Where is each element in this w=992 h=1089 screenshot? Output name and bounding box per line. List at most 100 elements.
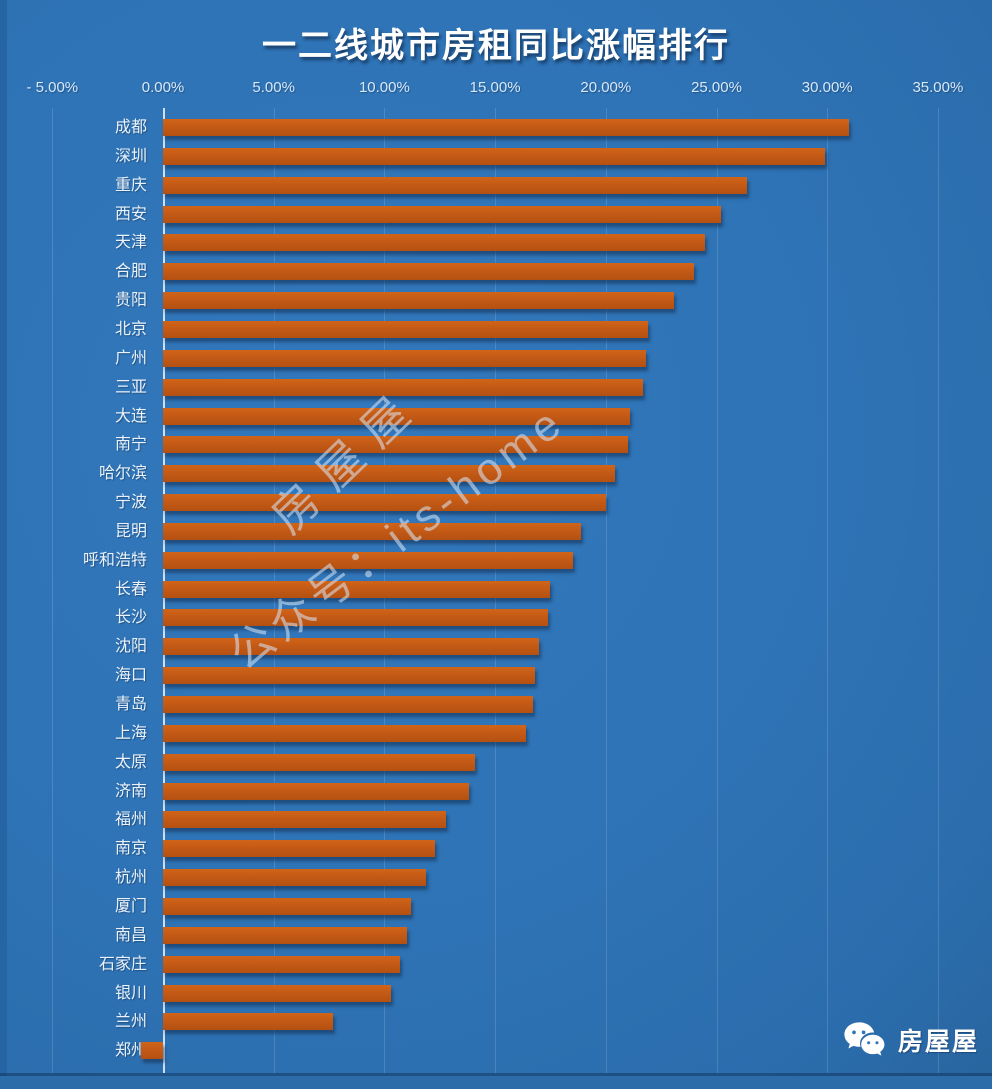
bar-row: 石家庄 — [0, 955, 992, 985]
category-label: 上海 — [114, 724, 147, 742]
bar-row: 广州 — [0, 349, 992, 379]
category-label: 呼和浩特 — [82, 551, 147, 569]
bar — [163, 234, 706, 252]
gridline — [605, 108, 607, 1073]
category-label: 济南 — [114, 782, 147, 800]
category-label: 太原 — [114, 753, 147, 771]
bar — [163, 176, 748, 194]
bar-row: 南京 — [0, 840, 992, 869]
bar — [163, 609, 549, 627]
bar — [163, 1013, 334, 1031]
bar — [163, 378, 644, 396]
gridline — [827, 108, 829, 1073]
category-label: 石家庄 — [98, 955, 147, 973]
category-label: 成都 — [114, 119, 147, 136]
category-label: 昆明 — [114, 522, 147, 540]
category-label: 宁波 — [114, 494, 147, 512]
plot-area: 成都深圳重庆西安天津合肥贵阳北京广州三亚大连南宁哈尔滨宁波昆明呼和浩特长春长沙沈… — [0, 108, 992, 1073]
x-axis-tick: 15.00% — [469, 79, 521, 96]
bar — [163, 696, 533, 713]
x-axis-tick: 30.00% — [801, 79, 853, 96]
bar — [163, 436, 628, 454]
wechat-icon — [844, 1022, 885, 1056]
bar — [163, 205, 721, 223]
bar-row: 青岛 — [0, 696, 992, 725]
bar — [163, 292, 675, 310]
bar-row: 杭州 — [0, 869, 992, 898]
category-label: 三亚 — [114, 378, 147, 396]
bar-row: 南宁 — [0, 436, 992, 465]
bar — [163, 897, 411, 915]
category-label: 长春 — [114, 580, 147, 598]
bar-row: 济南 — [0, 782, 992, 812]
category-label: 重庆 — [114, 176, 147, 194]
bar — [163, 724, 527, 742]
bar-row: 太原 — [0, 753, 992, 783]
x-axis: - 5.00% 0.00% 5.00% 10.00% 15.00% 20.00% 25.00… — [0, 79, 992, 99]
bar-row: 北京 — [0, 320, 992, 350]
bar-row: 深圳 — [0, 147, 992, 177]
bar — [163, 667, 535, 685]
x-axis-tick: 0.00% — [141, 79, 185, 96]
bar-row: 西安 — [0, 205, 992, 235]
category-label: 广州 — [114, 349, 147, 367]
bar-row: 三亚 — [0, 378, 992, 408]
category-label: 青岛 — [114, 696, 147, 713]
category-label: 南昌 — [114, 926, 147, 944]
bar — [163, 840, 436, 858]
bar — [163, 753, 476, 771]
category-label: 大连 — [114, 407, 147, 425]
bar — [163, 349, 646, 367]
x-axis-tick: 35.00% — [912, 79, 964, 96]
category-label: 天津 — [114, 234, 147, 252]
footer-logo-label: 房屋屋 — [898, 1028, 980, 1056]
bar — [163, 320, 648, 338]
category-label: 贵阳 — [114, 292, 147, 310]
bar-row: 上海 — [0, 724, 992, 754]
category-label: 沈阳 — [114, 638, 147, 656]
bar-row: 银川 — [0, 984, 992, 1014]
category-label: 福州 — [114, 811, 147, 829]
bar — [163, 263, 695, 281]
category-label: 深圳 — [114, 147, 147, 165]
bar-row: 宁波 — [0, 494, 992, 523]
bar-row: 郑州 — [0, 1042, 992, 1071]
bar-row: 海口 — [0, 667, 992, 696]
category-label: 南京 — [114, 840, 147, 858]
left-edge-strip — [0, 0, 7, 1089]
bar — [163, 782, 469, 800]
bar-row: 厦门 — [0, 897, 992, 927]
bar — [163, 984, 392, 1002]
category-label: 长沙 — [114, 609, 147, 627]
bar — [163, 407, 631, 425]
category-label: 合肥 — [114, 263, 147, 281]
gridline — [716, 108, 718, 1073]
bar-row: 天津 — [0, 234, 992, 263]
bar-row: 兰州 — [0, 1013, 992, 1042]
category-label: 哈尔滨 — [98, 465, 147, 483]
x-axis-tick: 25.00% — [691, 79, 742, 96]
bar-row: 成都 — [0, 119, 992, 148]
bar-row: 重庆 — [0, 176, 992, 206]
x-axis-tick: 20.00% — [580, 79, 632, 96]
bar-row: 哈尔滨 — [0, 465, 992, 494]
bar-row: 合肥 — [0, 263, 992, 292]
category-label: 南宁 — [114, 436, 147, 454]
bar-row: 长沙 — [0, 609, 992, 638]
x-axis-tick: 10.00% — [358, 79, 410, 96]
category-label: 西安 — [114, 205, 147, 223]
page-title: 一二线城市房租同比涨幅排行 — [262, 27, 730, 65]
bar — [163, 955, 400, 973]
gridline — [937, 108, 939, 1073]
bar — [163, 580, 551, 598]
category-label: 厦门 — [114, 897, 147, 915]
bar — [163, 494, 606, 512]
bar — [163, 522, 582, 540]
category-label: 北京 — [114, 320, 147, 338]
bar — [163, 551, 573, 569]
bar — [163, 119, 850, 136]
category-label: 杭州 — [114, 869, 147, 887]
category-label: 兰州 — [114, 1013, 147, 1031]
bar-row: 昆明 — [0, 522, 992, 552]
